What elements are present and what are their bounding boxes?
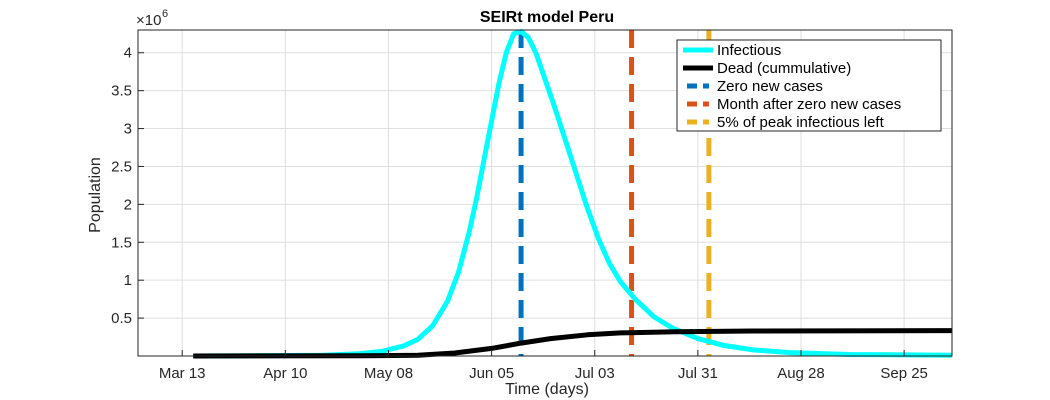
y-tick-label: 3.5 bbox=[111, 83, 132, 100]
legend-label: 5% of peak infectious left bbox=[717, 114, 885, 131]
x-tick-label: Aug 28 bbox=[777, 365, 825, 382]
series-infectious-line bbox=[193, 29, 953, 359]
x-axis-label: Time (days) bbox=[505, 381, 589, 398]
y-exponent-power: 6 bbox=[162, 8, 168, 20]
y-tick-label: 1 bbox=[124, 272, 132, 289]
y-exponent-base: ×10 bbox=[136, 12, 161, 29]
x-tick-label: Apr 10 bbox=[263, 365, 307, 382]
y-exponent: ×10 6 bbox=[136, 8, 168, 29]
y-tick-label: 1.5 bbox=[111, 234, 132, 251]
chart-title: SEIRt model Peru bbox=[480, 9, 614, 26]
legend-label: Zero new cases bbox=[717, 78, 823, 95]
x-tick-label: Jun 05 bbox=[469, 365, 514, 382]
legend-item: Infectious bbox=[683, 42, 781, 59]
series-dead-cummulative-line bbox=[193, 328, 953, 359]
legend-label: Month after zero new cases bbox=[717, 96, 901, 113]
y-axis-label: Population bbox=[87, 157, 104, 233]
y-tick-label: 0.5 bbox=[111, 310, 132, 327]
x-tick-label: Sep 25 bbox=[880, 365, 928, 382]
legend-item: Zero new cases bbox=[687, 78, 823, 95]
legend-label: Infectious bbox=[717, 42, 781, 59]
y-tick-label: 4 bbox=[124, 45, 132, 62]
axes-box bbox=[137, 29, 953, 357]
y-tick-label: 2.5 bbox=[111, 158, 132, 175]
x-tick-label: Jul 03 bbox=[575, 365, 615, 382]
legend-item: 5% of peak infectious left bbox=[687, 114, 885, 131]
x-tick-label: May 08 bbox=[364, 365, 413, 382]
y-tick-label: 3 bbox=[124, 121, 132, 138]
y-tick-label: 2 bbox=[124, 196, 132, 213]
ticks: Mar 13 Apr 10 May 08 Jun 05 Jul 03 Jul 31 Aug … bbox=[111, 45, 928, 382]
legend-box bbox=[676, 39, 942, 132]
x-tick-label: Jul 31 bbox=[678, 365, 718, 382]
legend-item: Dead (cummulative) bbox=[683, 60, 851, 77]
legend-item: Month after zero new cases bbox=[687, 96, 901, 113]
legend-label: Dead (cummulative) bbox=[717, 60, 851, 77]
x-tick-label: Mar 13 bbox=[159, 365, 206, 382]
